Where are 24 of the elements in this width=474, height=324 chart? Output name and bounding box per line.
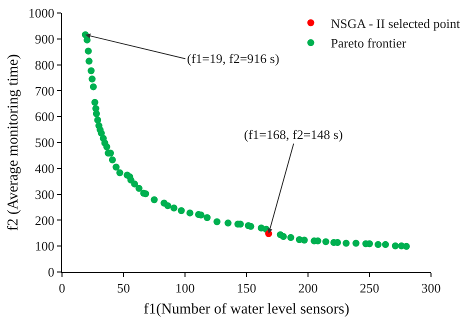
x-tick-label: 250 <box>360 280 380 296</box>
y-axis-title: f2 (Average monitoring time) <box>6 54 22 231</box>
y-tick-label: 1000 <box>28 6 54 21</box>
x-tick-label: 150 <box>236 280 256 296</box>
x-tick-label: 300 <box>421 280 441 296</box>
x-tick-label: 100 <box>175 280 195 296</box>
y-tick-label: 100 <box>34 238 54 254</box>
legend-label: Pareto frontier <box>330 36 407 51</box>
x-tick-label: 0 <box>58 280 66 296</box>
x-tick-label: 200 <box>298 280 318 296</box>
legend-label: NSGA - II selected point <box>330 16 460 31</box>
y-tick-label: 400 <box>34 160 54 176</box>
y-tick-label: 900 <box>34 31 54 46</box>
x-axis-title: f1(Number of water level sensors) <box>144 302 350 318</box>
annotation: (f1=168, f2=148 s) <box>244 127 343 142</box>
y-tick-label: 500 <box>34 135 54 150</box>
y-tick-label: 800 <box>34 57 54 72</box>
y-tick-label: 200 <box>34 212 54 228</box>
annotation: (f1=19, f2=916 s) <box>187 51 280 66</box>
y-tick-label: 700 <box>34 83 54 98</box>
y-tick-label: 300 <box>34 186 54 202</box>
y-tick-label: 0 <box>48 264 54 280</box>
y-tick-label: 600 <box>34 109 54 124</box>
x-tick-label: 50 <box>117 280 130 296</box>
